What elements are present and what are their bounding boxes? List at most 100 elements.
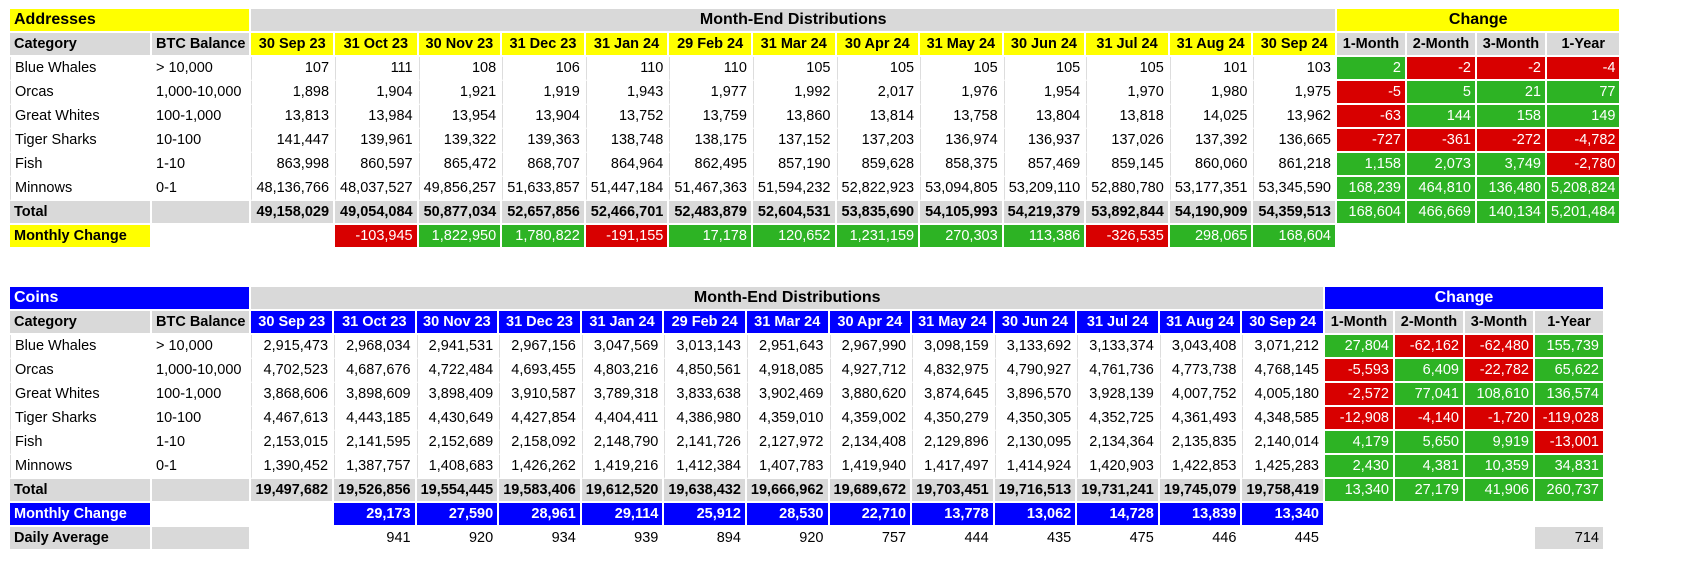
monthly-change-spacer — [1476, 225, 1545, 249]
change-period-header: 1-Year — [1534, 311, 1603, 335]
month-value: 13,818 — [1086, 105, 1168, 129]
daily-average-value: 934 — [499, 527, 580, 551]
month-value: 141,447 — [251, 129, 334, 153]
month-value: 4,693,455 — [499, 359, 580, 383]
month-value: 2,153,015 — [251, 431, 333, 455]
month-value: 2,951,643 — [746, 335, 828, 359]
month-value: 1,970 — [1086, 81, 1168, 105]
month-value: 13,962 — [1253, 105, 1335, 129]
month-value: 3,910,587 — [499, 383, 580, 407]
change-period-header: 1-Year — [1546, 33, 1620, 57]
monthly-change-value — [251, 503, 333, 527]
change-value: -361 — [1406, 129, 1475, 153]
month-header: 29 Feb 24 — [664, 311, 745, 335]
month-value: 53,177,351 — [1169, 177, 1252, 201]
monthly-change-row: Monthly Change -103,945 1,822,950 1,780,822… — [10, 225, 1620, 249]
month-value: 3,043,408 — [1159, 335, 1241, 359]
daily-average-value: 444 — [912, 527, 993, 551]
month-value: 1,390,452 — [251, 455, 333, 479]
btc-balance-range: 100-1,000 — [152, 383, 250, 407]
total-value: 19,497,682 — [251, 479, 333, 503]
month-value: 861,218 — [1253, 153, 1335, 177]
month-header: 29 Feb 24 — [669, 33, 751, 57]
month-end-distributions-header: Month-End Distributions — [251, 287, 1323, 311]
total-value: 52,466,701 — [585, 201, 668, 225]
monthly-change-value: 13,778 — [912, 503, 993, 527]
monthly-change-value: 270,303 — [920, 225, 1002, 249]
btc-balance-range: 100-1,000 — [152, 105, 250, 129]
month-value: 105 — [1003, 57, 1085, 81]
month-value: 2,017 — [836, 81, 919, 105]
monthly-change-spacer — [1336, 225, 1405, 249]
month-value: 4,427,854 — [499, 407, 580, 431]
month-value: 4,687,676 — [334, 359, 415, 383]
change-header: Change — [1324, 287, 1603, 311]
month-header: 30 Apr 24 — [836, 33, 919, 57]
month-value: 4,350,279 — [912, 407, 993, 431]
total-value: 52,604,531 — [752, 201, 835, 225]
monthly-change-value: -326,535 — [1086, 225, 1168, 249]
btc-balance-range: 10-100 — [152, 129, 250, 153]
table-row: Great Whites 100-1,000 3,868,606 3,898,609 3… — [10, 383, 1603, 407]
category-header: Category — [10, 33, 150, 57]
month-value: 48,136,766 — [251, 177, 334, 201]
btc-balance-range: 0-1 — [152, 177, 250, 201]
category-name: Great Whites — [10, 105, 150, 129]
monthly-change-blank — [152, 225, 250, 249]
total-change-value: 466,669 — [1406, 201, 1475, 225]
change-value: 158 — [1476, 105, 1545, 129]
change-value: -5 — [1336, 81, 1405, 105]
month-header: 31 Jul 24 — [1077, 311, 1158, 335]
change-period-header: 1-Month — [1324, 311, 1393, 335]
monthly-change-spacer — [1324, 503, 1393, 527]
month-value: 2,141,595 — [334, 431, 415, 455]
month-value: 857,469 — [1003, 153, 1085, 177]
monthly-change-value — [251, 225, 334, 249]
change-value: 34,831 — [1534, 455, 1603, 479]
total-value: 52,483,879 — [669, 201, 751, 225]
month-value: 4,722,484 — [416, 359, 498, 383]
month-value: 105 — [920, 57, 1002, 81]
daily-average-value: 920 — [416, 527, 498, 551]
total-value: 53,835,690 — [836, 201, 919, 225]
total-value: 19,731,241 — [1077, 479, 1158, 503]
month-header: 31 Jan 24 — [585, 33, 668, 57]
category-name: Fish — [10, 431, 150, 455]
change-value: 5,208,824 — [1546, 177, 1620, 201]
month-value: 1,992 — [752, 81, 835, 105]
btc-balance-header: BTC Balance — [152, 311, 250, 335]
month-value: 4,443,185 — [334, 407, 415, 431]
month-value: 3,133,692 — [994, 335, 1076, 359]
month-value: 4,773,738 — [1159, 359, 1241, 383]
month-value: 1,408,683 — [416, 455, 498, 479]
month-value: 2,127,972 — [746, 431, 828, 455]
total-value: 19,666,962 — [746, 479, 828, 503]
monthly-change-value: 28,961 — [499, 503, 580, 527]
month-value: 14,025 — [1169, 105, 1252, 129]
total-value: 19,638,432 — [664, 479, 745, 503]
month-value: 1,921 — [418, 81, 501, 105]
month-value: 1,425,283 — [1242, 455, 1323, 479]
monthly-change-value: 29,173 — [334, 503, 415, 527]
month-value: 2,941,531 — [416, 335, 498, 359]
monthly-change-value: 17,178 — [669, 225, 751, 249]
change-value: -4 — [1546, 57, 1620, 81]
month-value: 105 — [1086, 57, 1168, 81]
month-value: 4,702,523 — [251, 359, 333, 383]
month-value: 136,937 — [1003, 129, 1085, 153]
change-value: 2,430 — [1324, 455, 1393, 479]
total-value: 49,054,084 — [335, 201, 417, 225]
monthly-change-value: 29,114 — [581, 503, 663, 527]
monthly-change-label: Monthly Change — [10, 503, 150, 527]
month-value: 13,813 — [251, 105, 334, 129]
table-row: Blue Whales > 10,000 2,915,473 2,968,034 2,9… — [10, 335, 1603, 359]
change-value: 168,239 — [1336, 177, 1405, 201]
table-row: Minnows 0-1 1,390,452 1,387,757 1,408,683 1,4… — [10, 455, 1603, 479]
daily-average-blank — [152, 527, 250, 551]
month-value: 139,363 — [502, 129, 584, 153]
addresses-column-header-row: Category BTC Balance 30 Sep 23 31 Oct 23 30 … — [10, 33, 1620, 57]
month-value: 2,967,156 — [499, 335, 580, 359]
month-header: 31 Dec 23 — [502, 33, 584, 57]
coins-title-row: Coins Month-End Distributions Change — [10, 287, 1603, 311]
